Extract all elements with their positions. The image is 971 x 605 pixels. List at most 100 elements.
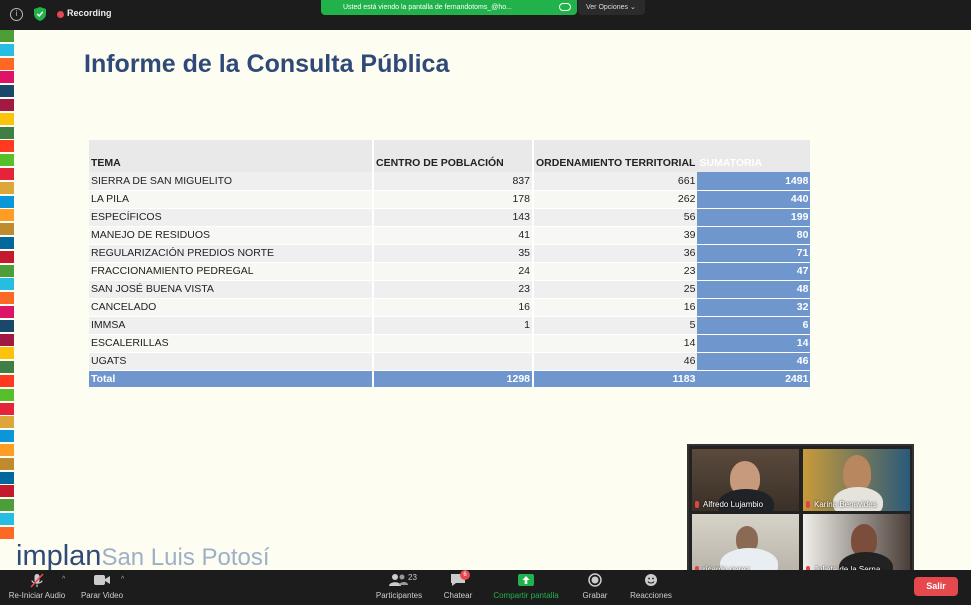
cell-centro: 41 xyxy=(372,226,533,245)
total-label: Total xyxy=(89,370,373,387)
cell-ordenamiento: 5 xyxy=(531,316,698,335)
table-row: UGATS 46 46 xyxy=(89,352,811,371)
screen-share-banner-text: Usted está viendo la pantalla de fernand… xyxy=(343,4,512,11)
cell-sumatoria: 199 xyxy=(697,208,811,227)
cell-sumatoria: 1498 xyxy=(697,172,811,191)
shared-slide: Informe de la Consulta Pública TEMA CENT… xyxy=(0,30,971,570)
cell-centro: 1 xyxy=(372,316,533,335)
color-strip-block xyxy=(0,457,14,470)
color-strip-block xyxy=(0,278,14,291)
chat-button[interactable]: 6 Chatear xyxy=(438,570,478,600)
color-strip-block xyxy=(0,71,14,84)
cell-sumatoria: 46 xyxy=(697,352,811,371)
video-camera-icon xyxy=(78,573,126,588)
muted-mic-icon xyxy=(4,573,70,588)
cell-sumatoria: 80 xyxy=(697,226,811,245)
reactions-button[interactable]: Reacciones xyxy=(626,573,676,600)
header-sumatoria: SUMATORIA xyxy=(697,140,811,172)
muted-mic-icon xyxy=(806,566,810,573)
color-strip-block xyxy=(0,195,14,208)
cell-centro: 24 xyxy=(372,262,533,281)
share-screen-button[interactable]: Compartir pantalla xyxy=(488,573,564,600)
table-row: MANEJO DE RESIDUOS 41 39 80 xyxy=(89,226,811,245)
cell-centro: 178 xyxy=(372,190,533,209)
cell-centro: 35 xyxy=(372,244,533,263)
audio-options-caret-icon[interactable]: ^ xyxy=(62,576,66,583)
cell-sumatoria: 6 xyxy=(697,316,811,335)
color-strip-block xyxy=(0,43,14,56)
table-header-row: TEMA CENTRO DE POBLACIÓN ORDENAMIENTO TE… xyxy=(89,140,811,172)
participant-name: Karina Benavides xyxy=(806,500,877,509)
participant-name: Alfredo Lujambio xyxy=(695,500,763,509)
participants-count: 23 xyxy=(408,573,417,582)
muted-mic-icon xyxy=(695,566,699,573)
implan-logo: implanSan Luis Potosí xyxy=(16,540,270,570)
cell-sumatoria: 47 xyxy=(697,262,811,281)
color-strip-block xyxy=(0,57,14,70)
video-button[interactable]: Parar Video xyxy=(78,573,126,600)
table-row: SIERRA DE SAN MIGUELITO 837 661 1498 xyxy=(89,172,811,191)
video-tile[interactable]: Julieta de la Serna xyxy=(803,514,910,576)
participant-shoulders xyxy=(718,489,774,511)
view-options-button[interactable]: Ver Opciones ⌄ xyxy=(578,0,645,15)
cell-tema: ESCALERILLAS xyxy=(89,334,373,353)
cell-tema: UGATS xyxy=(89,352,373,371)
video-options-caret-icon[interactable]: ^ xyxy=(121,576,125,583)
cell-sumatoria: 71 xyxy=(697,244,811,263)
table-row: LA PILA 178 262 440 xyxy=(89,190,811,209)
color-strip-block xyxy=(0,292,14,305)
reactions-label: Reacciones xyxy=(630,591,672,600)
color-strip-block xyxy=(0,223,14,236)
share-screen-label: Compartir pantalla xyxy=(493,591,559,600)
cell-tema: IMMSA xyxy=(89,316,373,335)
cell-tema: LA PILA xyxy=(89,190,373,209)
cell-tema: CANCELADO xyxy=(89,298,373,317)
color-strip-block xyxy=(0,402,14,415)
cell-centro: 23 xyxy=(372,280,533,299)
video-tile[interactable]: ricardo perez xyxy=(692,514,799,576)
record-label: Grabar xyxy=(582,591,608,600)
color-strip-block xyxy=(0,499,14,512)
color-strip-block xyxy=(0,333,14,346)
cell-sumatoria: 440 xyxy=(697,190,811,209)
chat-icon: 6 xyxy=(438,570,478,588)
cell-sumatoria: 14 xyxy=(697,334,811,353)
info-icon[interactable]: i xyxy=(10,8,23,21)
cell-ordenamiento: 39 xyxy=(531,226,698,245)
exit-button[interactable]: Salir xyxy=(914,577,958,596)
table-total-row: Total 1298 1183 2481 xyxy=(89,370,811,387)
record-icon xyxy=(578,573,612,588)
participant-name: Julieta de la Serna xyxy=(806,565,880,574)
muted-mic-icon xyxy=(695,501,699,508)
cell-ordenamiento: 46 xyxy=(531,352,698,371)
recording-label: Recording xyxy=(67,8,112,18)
color-strip-block xyxy=(0,30,14,42)
record-button[interactable]: Grabar xyxy=(578,573,612,600)
participant-video xyxy=(851,524,877,556)
participants-button[interactable]: 23 Participantes xyxy=(370,573,428,600)
participant-name: ricardo perez xyxy=(695,565,750,574)
video-tile[interactable]: Karina Benavides xyxy=(803,449,910,511)
header-tema: TEMA xyxy=(89,140,373,172)
table-row: IMMSA 1 5 6 xyxy=(89,316,811,335)
color-strip-block xyxy=(0,209,14,222)
audio-button[interactable]: Re-Iniciar Audio xyxy=(4,573,70,600)
video-label: Parar Video xyxy=(80,591,124,600)
cell-centro: 143 xyxy=(372,208,533,227)
color-strip-block xyxy=(0,305,14,318)
color-strip-block xyxy=(0,443,14,456)
video-tile[interactable]: Alfredo Lujambio xyxy=(692,449,799,511)
header-ordenamiento: ORDENAMIENTO TERRITORIAL xyxy=(531,140,698,172)
shield-icon[interactable] xyxy=(34,7,46,21)
color-strip-block xyxy=(0,319,14,332)
cell-ordenamiento: 56 xyxy=(531,208,698,227)
share-screen-icon xyxy=(488,573,564,588)
cell-ordenamiento: 36 xyxy=(531,244,698,263)
logo-city: San Luis Potosí xyxy=(101,544,270,570)
meeting-toolbar: Re-Iniciar Audio ^ Parar Video ^ 23 Part… xyxy=(0,570,971,605)
color-strip-block xyxy=(0,112,14,125)
color-strip-block xyxy=(0,140,14,153)
table-row: REGULARIZACIÓN PREDIOS NORTE 35 36 71 xyxy=(89,244,811,263)
cell-ordenamiento: 16 xyxy=(531,298,698,317)
cloud-icon xyxy=(559,3,571,11)
